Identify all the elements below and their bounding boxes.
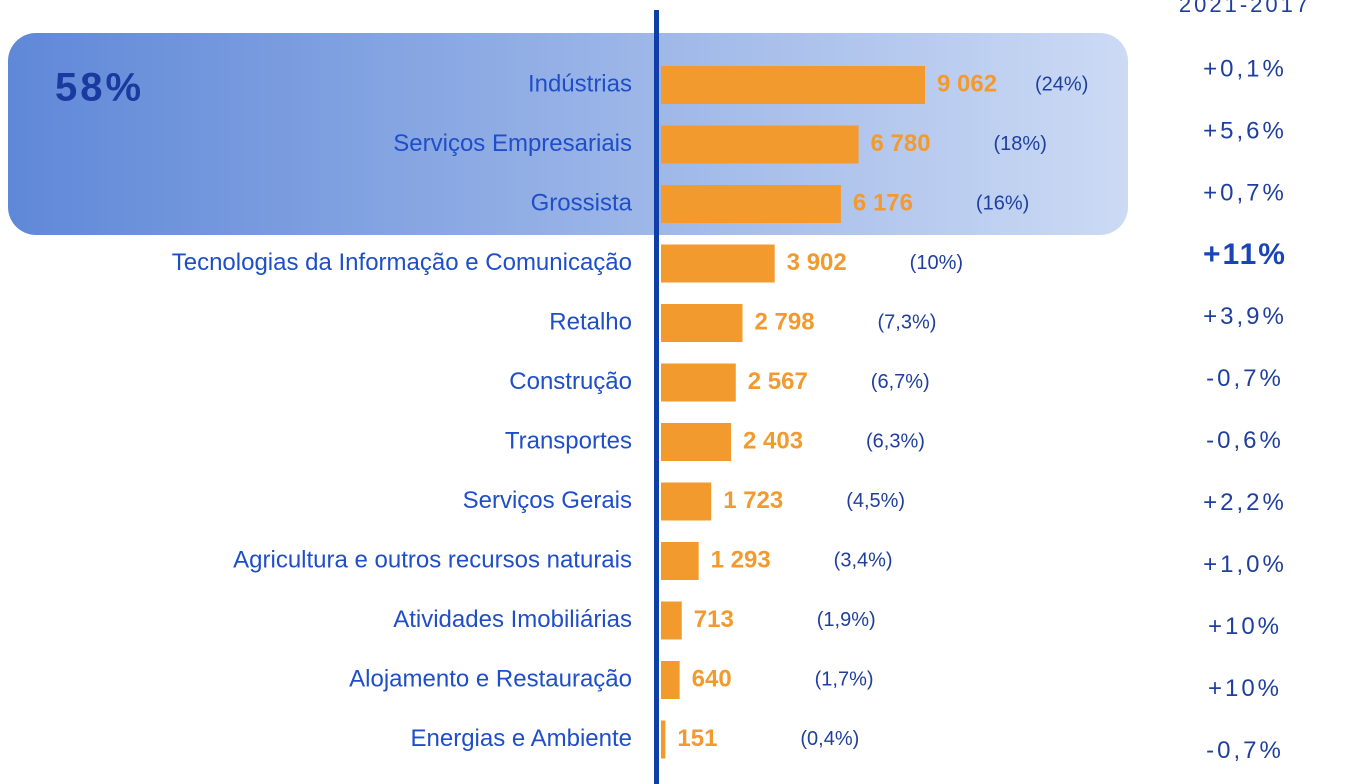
value-label: 713 [694, 606, 734, 633]
value-label: 2 567 [748, 368, 808, 395]
bar [661, 125, 859, 164]
category-label: Atividades Imobiliárias [393, 606, 632, 633]
value-label: 3 902 [787, 249, 847, 276]
share-label: (3,4%) [834, 549, 893, 571]
growth-label: +0,7% [1203, 179, 1287, 206]
bar [661, 423, 732, 461]
bar [661, 661, 680, 699]
growth-label: +3,9% [1203, 303, 1287, 330]
category-label: Indústrias [528, 70, 632, 97]
growth-label: +11% [1203, 238, 1287, 271]
category-label: Tecnologias da Informação e Comunicação [172, 249, 632, 276]
category-label: Transportes [505, 427, 632, 454]
value-label: 9 062 [937, 70, 997, 97]
bar [661, 601, 682, 640]
value-label: 1 723 [723, 487, 783, 514]
share-label: (0,4%) [800, 728, 859, 750]
share-label: (7,3%) [878, 311, 937, 333]
growth-label: +2,2% [1203, 489, 1287, 516]
share-label: (4,5%) [846, 490, 905, 512]
value-label: 2 798 [755, 308, 815, 335]
growth-label: +10% [1208, 613, 1282, 640]
category-label: Construção [509, 368, 632, 395]
axis-line [654, 10, 659, 784]
bar [661, 66, 925, 104]
bar [661, 244, 775, 283]
bar [661, 185, 841, 223]
value-label: 640 [692, 665, 732, 692]
share-label: (18%) [994, 133, 1047, 155]
share-label: (16%) [976, 192, 1029, 214]
highlight-label: 58% [55, 66, 144, 110]
growth-label: +0,1% [1203, 55, 1287, 82]
share-label: (24%) [1035, 73, 1088, 95]
share-label: (10%) [910, 252, 963, 274]
share-label: (1,7%) [815, 668, 874, 690]
growth-label: -0,7% [1206, 737, 1284, 764]
value-label: 151 [677, 725, 717, 752]
category-label: Agricultura e outros recursos naturais [233, 546, 632, 573]
category-label: Retalho [549, 308, 632, 335]
growth-label: -0,7% [1206, 365, 1284, 392]
growth-label: +10% [1208, 675, 1282, 702]
value-label: 2 403 [743, 427, 803, 454]
bar [661, 363, 736, 402]
bar [661, 720, 666, 759]
share-label: (6,7%) [871, 371, 930, 393]
category-label: Serviços Empresariais [393, 130, 632, 157]
bar [661, 542, 699, 580]
growth-label: +1,0% [1203, 551, 1287, 578]
share-label: (1,9%) [817, 609, 876, 631]
bar [661, 482, 712, 521]
value-label: 1 293 [711, 546, 771, 573]
growth-label: +5,6% [1203, 117, 1287, 144]
share-label: (6,3%) [866, 430, 925, 452]
growth-label: -0,6% [1206, 427, 1284, 454]
growth-header: 2021-2017 [1179, 0, 1311, 17]
category-label: Alojamento e Restauração [349, 665, 632, 692]
bar [661, 304, 743, 342]
category-label: Grossista [531, 189, 633, 216]
category-label: Energias e Ambiente [411, 725, 632, 752]
value-label: 6 780 [871, 130, 931, 157]
value-label: 6 176 [853, 189, 913, 216]
category-label: Serviços Gerais [463, 487, 632, 514]
